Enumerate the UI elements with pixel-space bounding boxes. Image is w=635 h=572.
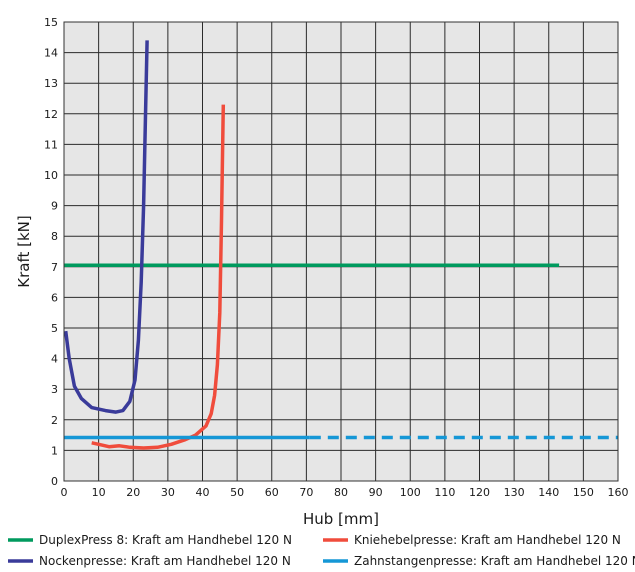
y-axis-title: Kraft [kN] [15,215,33,287]
x-tick-label: 60 [265,486,279,499]
x-tick-label: 140 [538,486,559,499]
series-layer [63,40,618,450]
x-tick-label: 110 [434,486,455,499]
legend: DuplexPress 8: Kraft am Handhebel 120 N K… [8,533,635,568]
series-1-line [91,104,226,450]
y-tick-label: 1 [51,444,58,457]
y-tick-label: 4 [51,353,58,366]
series-2-line [63,40,149,414]
y-tick-label: 6 [51,291,58,304]
y-tick-label: 9 [51,200,58,213]
x-tick-label: 100 [400,486,421,499]
x-tick-label: 80 [334,486,348,499]
x-tick-label: 120 [469,486,490,499]
y-tick-label: 13 [44,77,58,90]
x-tick-labels: 0 10 20 30 40 50 60 70 80 90 100 110 120 130 140 150 160 [61,486,629,499]
legend-label-1: Kniehebelpresse: Kraft am Handhebel 120 … [354,533,621,547]
plot-frame [63,21,619,482]
y-tick-label: 14 [44,47,58,60]
y-tick-label: 7 [51,261,58,274]
x-tick-label: 30 [161,486,175,499]
x-tick-label: 150 [573,486,594,499]
x-tick-label: 160 [608,486,629,499]
legend-label-0: DuplexPress 8: Kraft am Handhebel 120 N [39,533,292,547]
legend-label-3: Zahnstangenpresse: Kraft am Handhebel 12… [354,554,635,568]
x-tick-label: 40 [196,486,210,499]
y-tick-label: 5 [51,322,58,335]
y-tick-label: 0 [51,475,58,488]
x-tick-label: 20 [126,486,140,499]
x-tick-label: 50 [230,486,244,499]
y-tick-label: 12 [44,108,58,121]
y-tick-label: 11 [44,138,58,151]
grid-lines [63,21,619,482]
legend-label-2: Nockenpresse: Kraft am Handhebel 120 N [39,554,291,568]
y-tick-label: 2 [51,414,58,427]
x-tick-label: 0 [61,486,68,499]
x-tick-label: 70 [299,486,313,499]
x-tick-label: 10 [92,486,106,499]
y-tick-label: 8 [51,230,58,243]
y-tick-label: 3 [51,383,58,396]
x-axis-title: Hub [mm] [303,510,379,528]
x-tick-label: 130 [504,486,525,499]
y-tick-label: 10 [44,169,58,182]
y-tick-label: 15 [44,16,58,29]
x-tick-label: 90 [369,486,383,499]
